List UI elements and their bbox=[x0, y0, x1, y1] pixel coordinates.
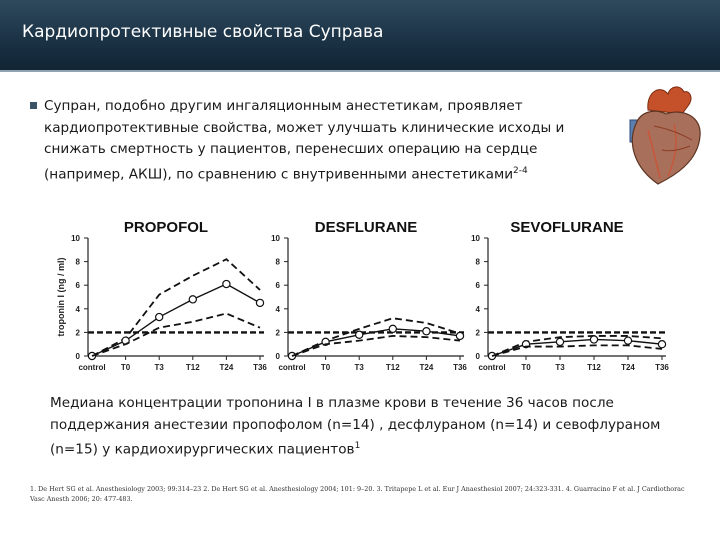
series-line-dashed bbox=[291, 317, 461, 357]
bullet-square-icon bbox=[30, 102, 37, 109]
series-line-dashed bbox=[91, 312, 261, 357]
data-point-marker bbox=[255, 298, 265, 308]
heart-illustration-icon bbox=[629, 86, 701, 185]
series-line-median bbox=[291, 328, 461, 357]
header-divider bbox=[0, 70, 720, 72]
y-tick-label: 6 bbox=[76, 281, 81, 290]
data-point-marker bbox=[422, 327, 431, 336]
x-tick-label: T24 bbox=[220, 363, 234, 372]
chart-title: SEVOFLURANE bbox=[510, 219, 623, 236]
slide-title: Кардиопротективные свойства Суправа bbox=[22, 22, 384, 42]
series-line-median bbox=[91, 283, 261, 357]
y-tick-label: 10 bbox=[471, 234, 480, 243]
y-tick-label: 0 bbox=[76, 352, 81, 361]
y-tick-label: 8 bbox=[76, 258, 81, 267]
y-tick-label: 0 bbox=[276, 352, 281, 361]
x-tick-label: T0 bbox=[521, 363, 531, 372]
y-tick-label: 2 bbox=[76, 328, 81, 337]
y-tick-label: 10 bbox=[71, 234, 80, 243]
data-point-marker bbox=[589, 335, 599, 344]
y-tick-label: 2 bbox=[276, 328, 281, 337]
x-tick-label: T3 bbox=[555, 363, 565, 372]
x-tick-label: control bbox=[278, 363, 305, 372]
data-point-marker bbox=[355, 330, 364, 339]
y-tick-label: 6 bbox=[276, 281, 281, 290]
y-tick-label: 2 bbox=[476, 328, 481, 337]
y-tick-label: 4 bbox=[476, 305, 481, 314]
x-tick-label: T24 bbox=[621, 363, 635, 372]
x-tick-label: T12 bbox=[386, 363, 400, 372]
data-point-marker bbox=[657, 339, 667, 349]
series-line-dashed bbox=[491, 335, 663, 357]
data-point-marker bbox=[388, 324, 397, 334]
y-tick-label: 0 bbox=[476, 352, 481, 361]
y-tick-label: 4 bbox=[76, 305, 81, 314]
x-tick-label: control bbox=[478, 363, 505, 372]
y-axis-label: troponin I (ng / ml) bbox=[56, 258, 66, 337]
x-tick-label: T36 bbox=[655, 363, 669, 372]
data-point-marker bbox=[623, 336, 633, 345]
x-tick-label: T0 bbox=[321, 363, 331, 372]
chart-caption: Медиана концентрации тропонина I в плазм… bbox=[50, 393, 710, 461]
data-point-marker bbox=[455, 331, 465, 341]
x-tick-label: T36 bbox=[253, 363, 267, 372]
x-tick-label: T12 bbox=[186, 363, 200, 372]
y-tick-label: 10 bbox=[271, 234, 280, 243]
slide-header: Кардиопротективные свойства Суправа bbox=[0, 0, 720, 70]
chart-title: PROPOFOL bbox=[124, 219, 208, 236]
y-tick-label: 6 bbox=[476, 281, 481, 290]
bullet-paragraph: Супран, подобно другим ингаляционным ане… bbox=[30, 96, 604, 186]
y-tick-label: 8 bbox=[276, 258, 281, 267]
x-tick-label: T24 bbox=[420, 363, 434, 372]
series-line-median bbox=[491, 338, 663, 357]
bullet-footnote-ref: 2-4 bbox=[513, 165, 528, 176]
x-tick-label: T0 bbox=[121, 363, 131, 372]
x-tick-label: control bbox=[78, 363, 105, 372]
y-tick-label: 4 bbox=[276, 305, 281, 314]
data-point-marker bbox=[222, 279, 231, 289]
x-tick-label: T3 bbox=[155, 363, 165, 372]
y-tick-label: 8 bbox=[476, 258, 481, 267]
references: 1. De Hert SG et al. Anesthesiology 2003… bbox=[30, 485, 685, 503]
chart-title: DESFLURANE bbox=[315, 219, 418, 236]
series-line-dashed bbox=[491, 344, 663, 357]
series-line-dashed bbox=[91, 258, 261, 357]
x-tick-label: T3 bbox=[355, 363, 365, 372]
caption-text: Медиана концентрации тропонина I в плазм… bbox=[50, 395, 661, 458]
bullet-text: Супран, подобно другим ингаляционным ане… bbox=[44, 98, 565, 183]
x-tick-label: T12 bbox=[587, 363, 601, 372]
data-point-marker bbox=[555, 337, 565, 347]
x-tick-label: T36 bbox=[453, 363, 467, 372]
data-point-marker bbox=[188, 295, 197, 304]
caption-footnote-ref: 1 bbox=[354, 441, 361, 451]
data-point-marker bbox=[154, 312, 164, 322]
